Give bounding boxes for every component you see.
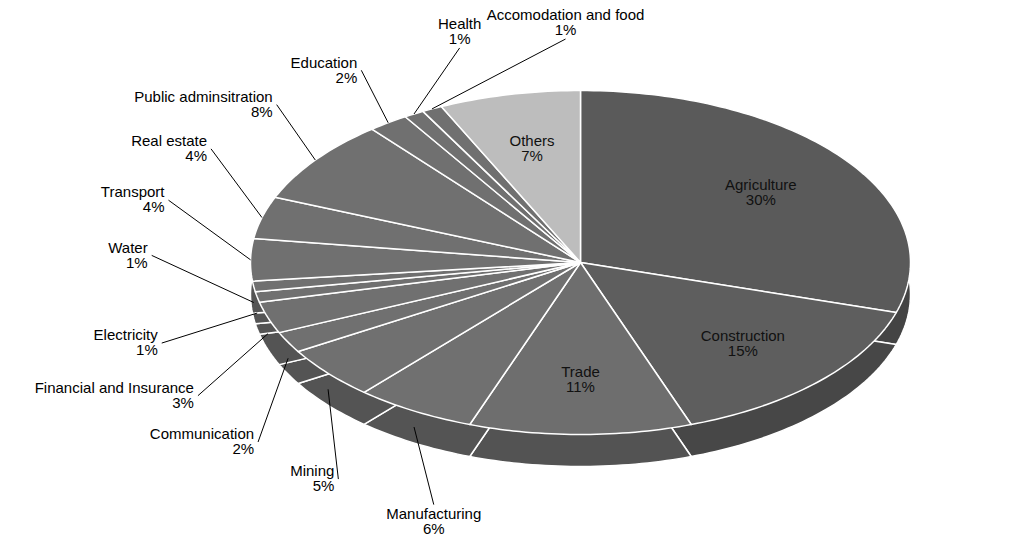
svg-text:Manufacturing6%: Manufacturing6% [386, 505, 481, 537]
svg-text:Accomodation and food1%: Accomodation and food1% [487, 6, 645, 38]
svg-text:Communication2%: Communication2% [150, 425, 254, 457]
svg-text:Transport4%: Transport4% [101, 183, 165, 215]
svg-text:Agriculture30%: Agriculture30% [725, 176, 797, 208]
svg-text:Electricity1%: Electricity1% [94, 326, 159, 358]
svg-text:Financial and Insurance3%: Financial and Insurance3% [35, 379, 194, 411]
svg-text:Education2%: Education2% [291, 54, 358, 86]
svg-text:Public adminsitration8%: Public adminsitration8% [134, 88, 272, 120]
svg-text:Others7%: Others7% [510, 132, 555, 164]
svg-text:Health1%: Health1% [438, 15, 481, 47]
svg-text:Construction15%: Construction15% [701, 327, 785, 359]
svg-text:Mining5%: Mining5% [290, 462, 334, 494]
svg-text:Trade11%: Trade11% [561, 363, 600, 395]
svg-text:Water1%: Water1% [108, 239, 147, 271]
svg-text:Real estate4%: Real estate4% [131, 132, 207, 164]
